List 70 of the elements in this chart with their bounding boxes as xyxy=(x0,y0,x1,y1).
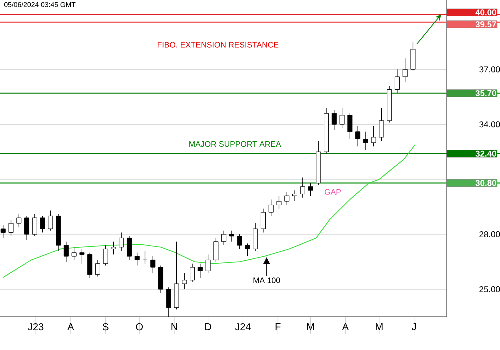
candlestick xyxy=(340,108,345,129)
candlestick xyxy=(308,182,314,196)
ref-line-label: 30.80 xyxy=(476,180,496,186)
ref-line-label: 35.70 xyxy=(476,90,496,96)
candlestick xyxy=(158,265,164,294)
candlestick xyxy=(0,225,6,239)
candlestick xyxy=(72,247,77,260)
y-tick-label: 37.00 xyxy=(480,66,500,73)
candlestick xyxy=(379,108,384,142)
candlestick xyxy=(95,260,100,277)
candlestick xyxy=(182,272,188,290)
candlestick xyxy=(276,196,282,210)
candlestick xyxy=(111,242,116,255)
candlestick xyxy=(348,113,353,140)
candlestick xyxy=(88,252,93,279)
candlestick xyxy=(16,214,22,228)
candlestick xyxy=(206,254,211,274)
ref-line-label: 39.57 xyxy=(476,22,496,28)
candlestick xyxy=(214,238,219,262)
candlestick xyxy=(237,234,242,250)
candlestick xyxy=(166,287,172,318)
candlestick xyxy=(260,208,266,234)
candlestick xyxy=(174,242,180,310)
x-tick-label: S xyxy=(102,324,109,331)
candlestick xyxy=(245,243,250,257)
ref-line-label: 40.00 xyxy=(476,10,496,16)
x-tick-label: J24 xyxy=(235,324,251,331)
candlestick xyxy=(198,264,203,279)
candlestick xyxy=(190,264,196,282)
candlestick xyxy=(363,132,368,151)
candlestick xyxy=(222,230,227,246)
candlestick xyxy=(40,216,46,234)
x-tick-label: O xyxy=(136,324,144,331)
candlestick xyxy=(119,232,124,252)
candlestick xyxy=(371,126,376,147)
x-tick-label: F xyxy=(276,324,281,330)
x-tick-label: D xyxy=(206,324,212,330)
candlestick xyxy=(300,177,306,198)
y-tick-label: 28.00 xyxy=(480,232,500,238)
candlestick xyxy=(126,236,132,260)
y-tick-label: 34.00 xyxy=(480,122,500,128)
candlestick xyxy=(32,214,38,237)
candlestick xyxy=(292,190,298,202)
x-tick-label: N xyxy=(172,324,178,330)
candlestick xyxy=(150,256,156,274)
candlestick xyxy=(134,252,140,266)
candlestick xyxy=(229,230,234,242)
candlestick xyxy=(8,220,14,237)
candlestick xyxy=(103,245,108,266)
candlestick xyxy=(253,223,258,252)
x-tick-label: M xyxy=(307,324,314,330)
candlestick xyxy=(402,58,408,83)
candlestick xyxy=(142,250,148,264)
candlestick xyxy=(64,242,69,262)
ref-line-label: 32.40 xyxy=(476,150,496,157)
x-tick-label: A xyxy=(342,324,349,330)
candlestick xyxy=(410,42,416,72)
candlestick xyxy=(268,199,274,217)
x-tick-label: J xyxy=(412,324,416,330)
candlestick xyxy=(48,210,54,232)
candlestick xyxy=(284,192,290,206)
x-tick-label: A xyxy=(68,324,74,330)
x-tick-label: M xyxy=(376,324,383,330)
candlestick xyxy=(24,216,30,240)
candlestick xyxy=(332,110,337,130)
candlestick xyxy=(394,69,400,94)
candlestick xyxy=(80,248,85,264)
x-tick-label: J23 xyxy=(28,324,44,331)
y-tick-label: 25.00 xyxy=(480,286,500,293)
candlestick xyxy=(356,126,361,147)
